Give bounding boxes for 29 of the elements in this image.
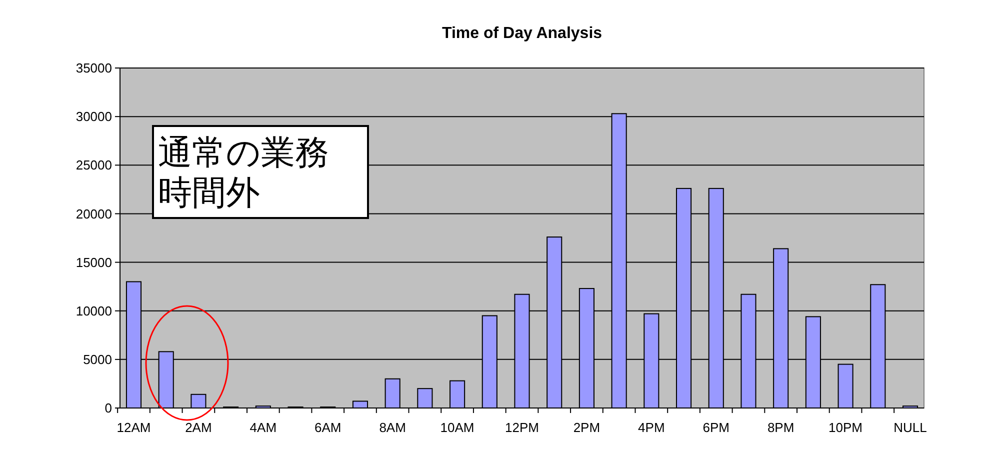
x-tick-label: 4PM — [638, 420, 665, 435]
y-tick-label: 20000 — [76, 206, 112, 222]
x-tick-label: 2PM — [573, 420, 600, 435]
annotation: 通常の業務時間外 — [158, 133, 329, 213]
x-tick-label: 8PM — [767, 420, 794, 435]
x-tick-label: 10PM — [828, 420, 863, 435]
y-tick-label: 10000 — [76, 303, 112, 318]
bar — [417, 388, 433, 408]
bar — [450, 380, 466, 408]
y-tick-label: 30000 — [76, 109, 112, 124]
bar — [838, 364, 854, 408]
x-tick-label: 2AM — [185, 420, 212, 435]
x-tick-label: 12PM — [505, 420, 539, 435]
y-tick-label: 5000 — [83, 352, 112, 367]
y-tick-label: 15000 — [76, 254, 112, 270]
x-tick-label: 10AM — [440, 420, 474, 435]
x-tick-label: 12AM — [116, 420, 151, 435]
y-tick-label: 35000 — [76, 60, 112, 76]
x-tick-label: 6PM — [702, 420, 730, 435]
bar — [190, 394, 206, 408]
x-tick-label: 8AM — [379, 420, 406, 435]
y-tick-label: 25000 — [76, 158, 112, 173]
y-tick-label: 0 — [104, 400, 112, 416]
bar — [384, 378, 400, 408]
x-tick-label: 4AM — [250, 420, 277, 435]
chart-title: Time of Day Analysis — [442, 25, 602, 42]
x-tick-label: 6AM — [314, 420, 342, 435]
bar — [352, 400, 368, 408]
x-tick-label: NULL — [894, 420, 927, 435]
